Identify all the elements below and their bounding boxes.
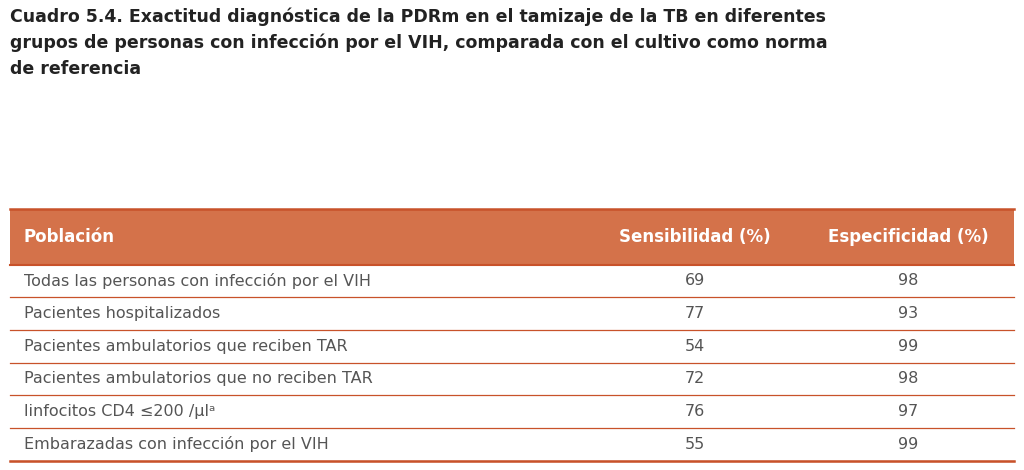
Text: Sensibilidad (%): Sensibilidad (%)	[620, 228, 771, 246]
Text: Especificidad (%): Especificidad (%)	[828, 228, 989, 246]
Text: 55: 55	[685, 437, 706, 452]
Text: 98: 98	[898, 371, 919, 386]
Text: 99: 99	[898, 437, 919, 452]
FancyBboxPatch shape	[10, 209, 1014, 265]
Text: 77: 77	[685, 306, 706, 321]
Text: Pacientes hospitalizados: Pacientes hospitalizados	[24, 306, 220, 321]
Text: Embarazadas con infección por el VIH: Embarazadas con infección por el VIH	[24, 436, 329, 452]
Text: Pacientes ambulatorios que no reciben TAR: Pacientes ambulatorios que no reciben TA…	[24, 371, 373, 386]
Text: 98: 98	[898, 274, 919, 289]
Text: 72: 72	[685, 371, 706, 386]
Text: 99: 99	[898, 339, 919, 354]
Text: Todas las personas con infección por el VIH: Todas las personas con infección por el …	[24, 273, 371, 289]
Text: 69: 69	[685, 274, 706, 289]
Text: Pacientes ambulatorios que reciben TAR: Pacientes ambulatorios que reciben TAR	[24, 339, 347, 354]
Text: 97: 97	[898, 404, 919, 419]
Text: linfocitos CD4 ≤200 /μlᵃ: linfocitos CD4 ≤200 /μlᵃ	[24, 404, 215, 419]
Text: 54: 54	[685, 339, 706, 354]
Text: 93: 93	[898, 306, 919, 321]
Text: Población: Población	[24, 228, 115, 246]
Text: 76: 76	[685, 404, 706, 419]
Text: Cuadro 5.4. Exactitud diagnóstica de la PDRm en el tamizaje de la TB en diferent: Cuadro 5.4. Exactitud diagnóstica de la …	[10, 7, 827, 78]
